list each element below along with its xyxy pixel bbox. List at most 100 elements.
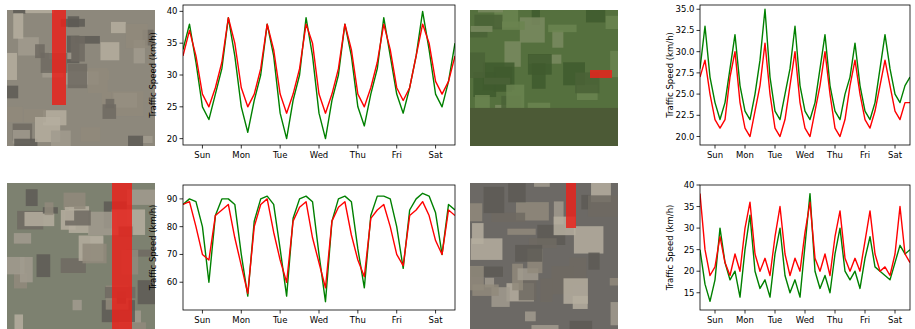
x-tick xyxy=(396,310,397,314)
image-texture xyxy=(531,325,558,329)
image-texture xyxy=(588,253,599,270)
y-tick-label: 90 xyxy=(167,194,178,204)
image-texture xyxy=(508,183,526,202)
x-tick-label: Sat xyxy=(888,315,903,325)
x-tick-label: Sat xyxy=(888,150,903,160)
x-tick-label: Sat xyxy=(429,150,444,160)
plot-frame xyxy=(700,185,910,310)
speed-line xyxy=(183,18,455,113)
road-segment xyxy=(566,183,576,228)
image-texture xyxy=(484,78,510,85)
image-texture xyxy=(14,233,31,244)
plot-frame xyxy=(183,5,455,145)
y-tick xyxy=(697,271,701,272)
speed-line xyxy=(700,43,910,136)
y-tick-label: 32.5 xyxy=(676,25,695,35)
image-texture xyxy=(14,314,23,329)
image-texture xyxy=(7,86,18,99)
x-tick-label: Sun xyxy=(707,315,723,325)
y-tick-label: 15 xyxy=(684,288,695,298)
x-tick xyxy=(396,145,397,149)
image-texture xyxy=(470,52,485,78)
image-texture xyxy=(491,213,525,222)
x-tick-label: Fri xyxy=(860,150,870,160)
image-texture xyxy=(14,139,37,146)
x-tick xyxy=(895,145,896,149)
x-tick-label: Mon xyxy=(232,150,250,160)
x-tick xyxy=(715,310,716,314)
y-tick-label: 40 xyxy=(684,180,695,190)
y-tick xyxy=(180,254,184,255)
y-tick-label: 30.0 xyxy=(676,47,695,57)
y-tick-label: 22.5 xyxy=(676,110,695,120)
y-tick xyxy=(697,94,701,95)
image-texture xyxy=(83,244,107,264)
y-tick xyxy=(180,226,184,227)
x-tick xyxy=(280,310,281,314)
x-tick xyxy=(357,310,358,314)
x-tick xyxy=(865,145,866,149)
y-tick xyxy=(180,106,184,107)
image-texture xyxy=(37,254,51,277)
image-texture xyxy=(13,13,23,38)
x-tick-label: Tue xyxy=(767,315,783,325)
y-tick-label: 20 xyxy=(167,134,178,144)
image-texture xyxy=(534,183,550,187)
speed-line xyxy=(183,199,455,293)
y-tick-label: 35.0 xyxy=(676,4,695,14)
y-axis-label: Traffic Speed (km/h) xyxy=(148,205,158,292)
image-texture xyxy=(106,99,115,108)
x-tick-label: Fri xyxy=(860,315,870,325)
x-tick-label: Tue xyxy=(767,150,783,160)
y-tick xyxy=(697,228,701,229)
y-axis-label: Traffic Speed (km/h) xyxy=(148,32,158,119)
x-tick xyxy=(745,310,746,314)
image-texture xyxy=(528,54,552,75)
image-texture xyxy=(520,17,545,42)
speed-line xyxy=(700,9,910,119)
speed-line xyxy=(700,194,910,276)
x-tick-label: Sun xyxy=(194,315,210,325)
satellite-image xyxy=(470,10,618,146)
y-tick xyxy=(697,206,701,207)
x-tick-label: Tue xyxy=(272,150,288,160)
y-tick-label: 35 xyxy=(684,202,695,212)
x-tick xyxy=(835,310,836,314)
x-tick xyxy=(745,145,746,149)
image-texture xyxy=(25,10,54,13)
y-tick xyxy=(180,11,184,12)
y-tick xyxy=(180,43,184,44)
figure: 2025303540SunMonTueWedThuFriSatTraffic S… xyxy=(0,0,915,329)
image-texture xyxy=(7,107,23,122)
y-tick-label: 35 xyxy=(167,38,178,48)
x-tick xyxy=(280,145,281,149)
x-tick xyxy=(895,310,896,314)
x-tick xyxy=(865,310,866,314)
image-texture xyxy=(570,321,593,329)
image-texture xyxy=(13,10,25,14)
satellite-image xyxy=(470,183,618,329)
chart: 20.022.525.027.530.032.535.0SunMonTueWed… xyxy=(665,4,910,160)
x-tick-label: Wed xyxy=(796,150,815,160)
y-tick-label: 30 xyxy=(684,223,695,233)
y-tick xyxy=(697,30,701,31)
image-texture xyxy=(128,136,143,146)
y-tick-label: 40 xyxy=(167,6,178,16)
image-texture xyxy=(111,22,126,33)
x-tick-label: Thu xyxy=(349,315,366,325)
chart: 152025303540SunMonTueWedThuFriSatTraffic… xyxy=(665,180,910,325)
y-tick-label: 20 xyxy=(684,266,695,276)
y-tick xyxy=(180,138,184,139)
chart: 2025303540SunMonTueWedThuFriSatTraffic S… xyxy=(148,5,455,160)
image-texture xyxy=(484,187,505,213)
image-texture xyxy=(525,311,536,321)
x-tick xyxy=(805,145,806,149)
speed-line xyxy=(183,11,455,138)
y-tick-label: 80 xyxy=(167,222,178,232)
y-axis-label: Traffic Speed (km/h) xyxy=(665,205,675,292)
y-tick xyxy=(697,185,701,186)
image-texture xyxy=(51,131,71,146)
image-texture xyxy=(552,30,563,47)
image-texture xyxy=(507,229,535,235)
image-texture xyxy=(611,302,618,325)
